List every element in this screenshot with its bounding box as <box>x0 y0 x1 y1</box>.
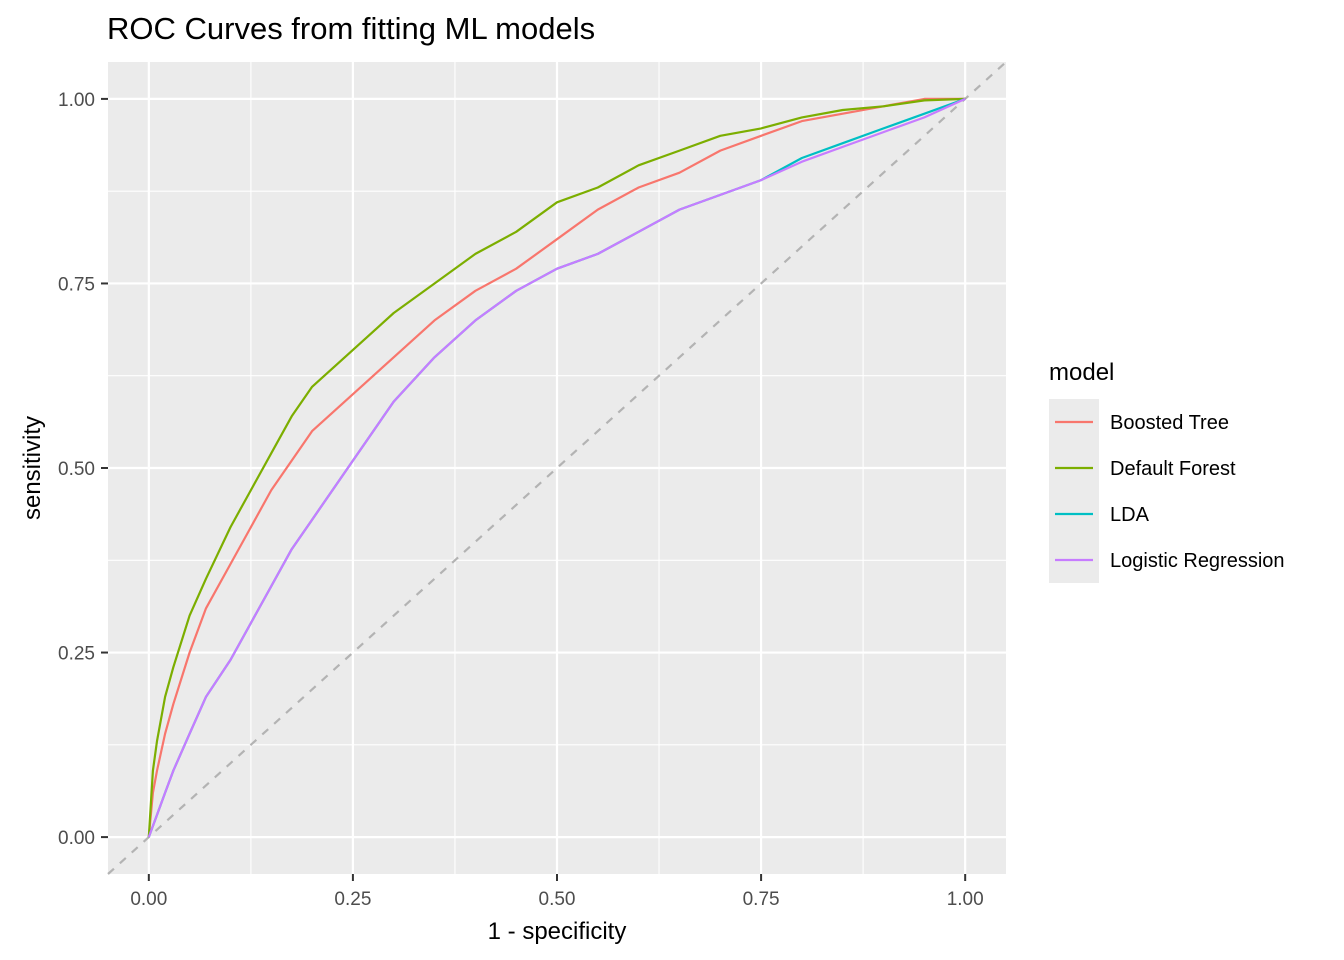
legend-label: Default Forest <box>1110 458 1236 480</box>
y-tick-label: 0.75 <box>58 274 95 295</box>
series-line-logistic-regression <box>147 97 966 838</box>
series-line-default-forest <box>147 97 966 838</box>
chart-title: ROC Curves from fitting ML models <box>107 11 595 46</box>
legend-key-background <box>1049 399 1099 583</box>
x-axis-title: 1 - specificity <box>488 918 627 945</box>
x-tick-label: 0.50 <box>539 889 576 910</box>
legend-title: model <box>1049 359 1114 386</box>
x-tick-label: 0.25 <box>334 889 371 910</box>
x-tick-label: 0.00 <box>130 889 167 910</box>
y-axis-title: sensitivity <box>19 416 46 520</box>
reference-line-layer <box>107 61 1007 875</box>
legend-label: LDA <box>1110 504 1150 526</box>
y-tick-label: 1.00 <box>58 90 95 111</box>
x-tick-label: 1.00 <box>947 889 984 910</box>
major-gridlines <box>108 62 1006 874</box>
series-line-boosted-tree <box>147 97 966 838</box>
y-tick-label: 0.00 <box>58 828 95 849</box>
legend-label: Logistic Regression <box>1110 550 1285 572</box>
legend-label: Boosted Tree <box>1110 412 1229 434</box>
x-tick-label: 0.75 <box>743 889 780 910</box>
y-tick-label: 0.25 <box>58 644 95 665</box>
legend: model Boosted Tree Default Forest LDA Logis… <box>1049 359 1285 583</box>
y-tick-label: 0.50 <box>58 459 95 480</box>
legend-items: Boosted Tree Default Forest LDA Logistic Re… <box>1055 412 1285 572</box>
diagonal-reference-line <box>107 61 1007 875</box>
tick-layer: 0.00 0.25 0.50 0.75 1.00 0.00 0.25 0.50 0.75 1.00 <box>58 90 984 910</box>
series-layer <box>147 97 966 838</box>
